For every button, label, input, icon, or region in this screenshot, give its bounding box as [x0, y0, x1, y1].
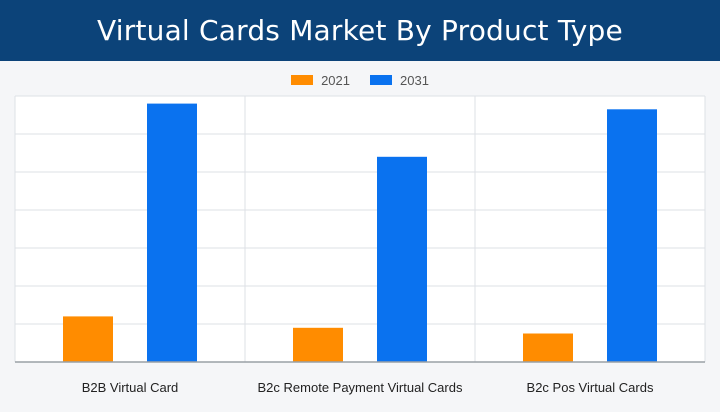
legend-swatch-2031: [370, 75, 392, 85]
legend-item-2031: 2031: [370, 73, 429, 88]
bar-2031-2: [377, 156, 427, 362]
x-tick-label: B2B Virtual Card: [82, 380, 179, 395]
legend-swatch-2021: [291, 75, 314, 85]
legend: 2021 2031: [0, 70, 720, 90]
legend-item-2021: 2021: [291, 73, 350, 88]
bar-2031-1: [147, 103, 197, 362]
x-tick-label: B2c Remote Payment Virtual Cards: [258, 380, 463, 395]
bar-2031-3: [607, 109, 657, 362]
plot-area: [15, 96, 705, 362]
legend-label-2031: 2031: [400, 72, 429, 88]
bar-2021-3: [523, 333, 573, 362]
x-tick-label: B2c Pos Virtual Cards: [527, 380, 654, 395]
chart-title: Virtual Cards Market By Product Type: [97, 14, 623, 47]
bar-2021-2: [293, 327, 343, 362]
legend-label-2021: 2021: [321, 72, 350, 88]
bar-2021-1: [63, 316, 113, 362]
chart-header: Virtual Cards Market By Product Type: [0, 0, 720, 61]
